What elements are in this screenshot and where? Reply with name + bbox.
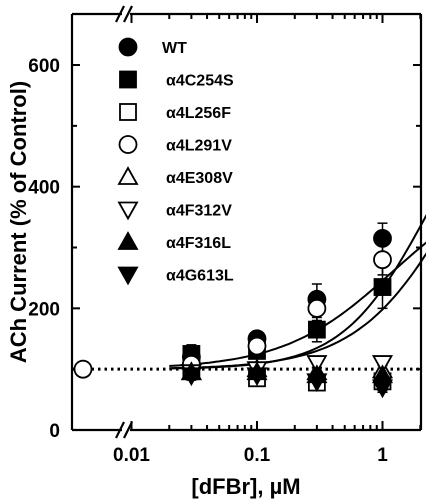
- top-axis-break-mark: [123, 5, 133, 23]
- legend-marker: [117, 231, 139, 250]
- data-point: [306, 355, 328, 374]
- x-tick-label: 0.1: [244, 445, 271, 466]
- ticks: [72, 14, 422, 431]
- data-point: [373, 228, 392, 248]
- data-point: [307, 298, 327, 318]
- data-point: [306, 373, 328, 393]
- x-axis-break-mark: [115, 421, 125, 439]
- data-point: [373, 278, 392, 296]
- legend-marker: [117, 166, 139, 185]
- data-point: [247, 336, 267, 356]
- legend-label: α4E308V: [166, 170, 233, 187]
- y-axis-label: ACh Current (% of Control): [6, 81, 31, 363]
- y-tick-label: 0: [49, 421, 60, 442]
- fit-curve: [169, 241, 426, 367]
- y-tick-label: 600: [28, 56, 60, 77]
- fit-curves: [169, 214, 426, 370]
- data-point: [373, 250, 392, 270]
- legend-label: α4F312V: [166, 203, 232, 220]
- legend-label: WT: [162, 40, 187, 57]
- x-tick-label: 1: [377, 445, 388, 466]
- data-points: [73, 228, 394, 399]
- fit-curve: [169, 252, 426, 370]
- x-axis-label: [dFBr], µM: [191, 474, 300, 499]
- data-point: [307, 320, 326, 339]
- data-point: [180, 367, 202, 387]
- legend-label: α4C254S: [166, 73, 234, 90]
- data-point: [246, 367, 268, 387]
- y-tick-label: 400: [28, 178, 60, 199]
- legend-label: α4G613L: [166, 268, 234, 285]
- legend-marker: [119, 103, 137, 121]
- legend: WT α4C254S α4L256F α4L291V α4E308V α4F312V α4F…: [117, 37, 234, 286]
- legend-marker: [119, 70, 137, 89]
- data-point: [371, 379, 394, 399]
- data-point: [371, 355, 394, 374]
- axes: [70, 5, 423, 439]
- y-tick-label: 200: [28, 299, 60, 320]
- legend-label: α4L291V: [166, 138, 232, 155]
- legend-label: α4L256F: [166, 105, 231, 122]
- top-axis-break-mark: [115, 5, 125, 23]
- control-point: [73, 359, 93, 379]
- legend-marker: [117, 266, 139, 286]
- legend-label: α4F316L: [166, 235, 231, 252]
- x-tick-label: 0.01: [113, 445, 150, 466]
- legend-marker: [118, 37, 138, 57]
- legend-marker: [117, 201, 139, 221]
- legend-marker: [118, 135, 138, 154]
